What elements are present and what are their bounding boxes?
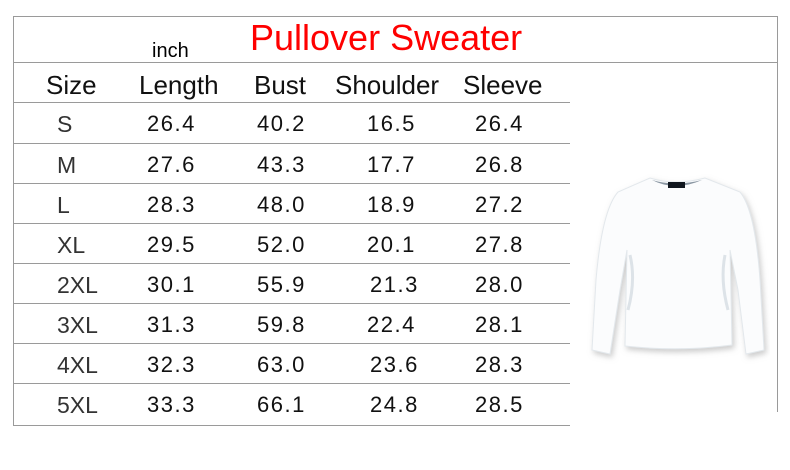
cell-sleeve: 26.8: [475, 152, 524, 177]
header-shoulder: Shoulder: [335, 70, 440, 100]
cell-bust: 52.0: [257, 232, 306, 257]
table-row: L 28.3 48.0 18.9 27.2: [0, 184, 570, 224]
row-divider: [13, 223, 570, 224]
cell-size: L: [57, 192, 70, 218]
cell-bust: 55.9: [257, 272, 306, 297]
cell-shoulder: 17.7: [367, 152, 416, 177]
row-divider: [13, 102, 570, 103]
cell-size: XL: [57, 232, 86, 258]
cell-length: 29.5: [147, 232, 196, 257]
cell-bust: 40.2: [257, 111, 306, 136]
header-bust: Bust: [254, 70, 307, 100]
cell-bust: 43.3: [257, 152, 306, 177]
header-length: Length: [139, 70, 219, 100]
row-divider: [13, 383, 570, 384]
cell-shoulder: 22.4: [367, 312, 416, 337]
border-top: [13, 16, 777, 17]
cell-length: 33.3: [147, 392, 196, 417]
cell-bust: 48.0: [257, 192, 306, 217]
cell-bust: 63.0: [257, 352, 306, 377]
cell-length: 26.4: [147, 111, 196, 136]
header-sleeve: Sleeve: [463, 70, 543, 100]
table-row: XL 29.5 52.0 20.1 27.8: [0, 224, 570, 264]
cell-size: M: [57, 152, 77, 178]
cell-length: 30.1: [147, 272, 196, 297]
chart-title: Pullover Sweater: [250, 17, 523, 58]
cell-shoulder: 18.9: [367, 192, 416, 217]
cell-shoulder: 24.8: [370, 392, 419, 417]
cell-length: 27.6: [147, 152, 196, 177]
cell-bust: 66.1: [257, 392, 306, 417]
cell-shoulder: 23.6: [370, 352, 419, 377]
table-row: 2XL 30.1 55.9 21.3 28.0: [0, 264, 570, 304]
row-divider: [13, 303, 570, 304]
cell-shoulder: 16.5: [367, 111, 416, 136]
border-left: [13, 16, 14, 426]
title-divider: [13, 62, 777, 63]
row-divider: [13, 183, 570, 184]
cell-sleeve: 28.3: [475, 352, 524, 377]
cell-size: 2XL: [57, 272, 98, 298]
unit-label: inch: [152, 40, 189, 62]
cell-size: 5XL: [57, 392, 98, 418]
cell-length: 31.3: [147, 312, 196, 337]
cell-sleeve: 28.0: [475, 272, 524, 297]
row-divider: [13, 143, 570, 144]
cell-shoulder: 21.3: [370, 272, 419, 297]
cell-sleeve: 28.1: [475, 312, 524, 337]
sweater-image: [591, 177, 765, 355]
row-divider: [13, 425, 570, 426]
cell-sleeve: 27.8: [475, 232, 524, 257]
cell-size: 4XL: [57, 352, 98, 378]
cell-size: S: [57, 111, 73, 137]
cell-sleeve: 27.2: [475, 192, 524, 217]
cell-bust: 59.8: [257, 312, 306, 337]
cell-size: 3XL: [57, 312, 98, 338]
cell-length: 32.3: [147, 352, 196, 377]
table-row: M 27.6 43.3 17.7 26.8: [0, 144, 570, 184]
row-divider: [13, 263, 570, 264]
header-size: Size: [46, 70, 97, 100]
table-row: 4XL 32.3 63.0 23.6 28.3: [0, 344, 570, 384]
row-divider: [13, 343, 570, 344]
border-right: [777, 16, 778, 412]
table-row: S 26.4 40.2 16.5 26.4: [0, 103, 570, 143]
cell-sleeve: 26.4: [475, 111, 524, 136]
cell-length: 28.3: [147, 192, 196, 217]
cell-shoulder: 20.1: [367, 232, 416, 257]
table-row: 5XL 33.3 66.1 24.8 28.5: [0, 384, 570, 424]
table-row: 3XL 31.3 59.8 22.4 28.1: [0, 304, 570, 344]
cell-sleeve: 28.5: [475, 392, 524, 417]
